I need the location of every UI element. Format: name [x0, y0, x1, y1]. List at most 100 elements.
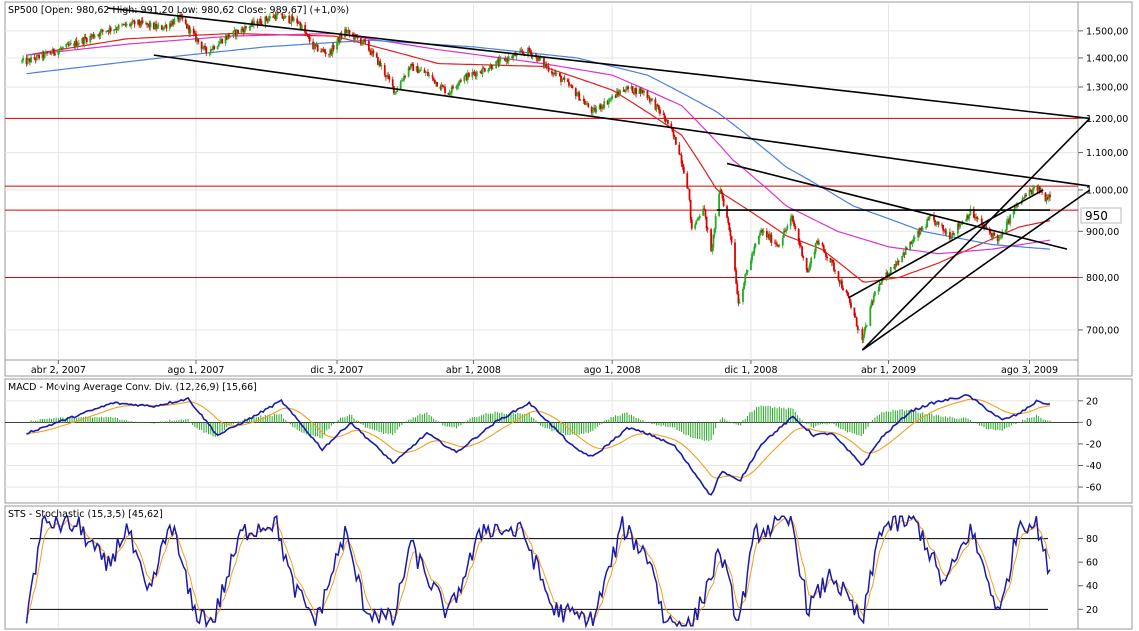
candle-body: [951, 233, 954, 238]
candle-body: [395, 91, 398, 93]
candle-body: [913, 237, 916, 240]
candle-body: [640, 89, 643, 93]
sto-y-axis: 80 60 40 20: [1078, 534, 1098, 616]
candle-body: [441, 85, 444, 87]
candle-body: [679, 154, 682, 156]
candle-body: [38, 55, 40, 59]
candle-body: [140, 20, 143, 26]
candle-body: [651, 98, 653, 100]
candle-body: [424, 72, 427, 74]
candle-body: [856, 326, 859, 330]
candle-body: [465, 74, 468, 81]
candle-body: [258, 19, 261, 24]
candle-body: [1012, 211, 1015, 215]
candle-body: [1005, 221, 1008, 231]
candle-body: [721, 192, 724, 199]
candle-body: [784, 231, 786, 232]
sto-y-tick-label: 40: [1086, 581, 1098, 592]
candle-body: [30, 57, 32, 63]
candle-body: [618, 93, 620, 95]
candle-body: [346, 31, 349, 33]
candle-body: [1000, 236, 1003, 238]
candle-body: [695, 220, 698, 225]
candle-body: [415, 66, 418, 71]
candle-body: [154, 23, 156, 30]
candle-body: [148, 23, 151, 28]
candle-body: [242, 29, 245, 33]
candle-body: [809, 263, 811, 270]
price-y-tick-label: 1.500,00: [1086, 26, 1128, 37]
candle-body: [615, 91, 618, 98]
candle-body: [188, 25, 191, 34]
candle-body: [432, 77, 435, 80]
candle-body: [988, 228, 991, 233]
candle-body: [817, 240, 819, 245]
candle-body: [1030, 190, 1033, 195]
candle-body: [530, 52, 533, 57]
candle-body: [546, 66, 549, 68]
candle-body: [1025, 194, 1028, 196]
candle-body: [593, 107, 595, 109]
candle-body: [514, 53, 517, 57]
candle-body: [41, 52, 44, 59]
candle-body: [464, 74, 467, 77]
candle-body: [670, 123, 673, 129]
candle-body: [698, 215, 701, 219]
trend-line: [107, 7, 1090, 120]
candle-body: [379, 61, 382, 67]
price-y-tick-label: 700,00: [1086, 325, 1119, 336]
price-y-tick-label: 900,00: [1086, 227, 1119, 238]
candle-body: [411, 64, 413, 65]
candle-body: [558, 72, 561, 76]
candle-body: [667, 119, 669, 124]
candle-body: [384, 75, 387, 78]
candle-body: [291, 16, 294, 21]
candle-body: [480, 72, 483, 74]
candle-body: [1020, 201, 1023, 205]
candle-body: [307, 34, 310, 37]
candle-body: [561, 79, 564, 83]
candle-body: [507, 56, 510, 62]
candle-body: [885, 272, 888, 280]
trend-lines: [107, 7, 1091, 351]
candle-body: [481, 67, 484, 74]
candle-body: [316, 44, 319, 52]
candle-body: [953, 233, 956, 235]
macd-panel: [4, 378, 1133, 504]
candle-body: [274, 15, 277, 20]
moving-average-blue: [26, 39, 1051, 250]
price-y-tick-label: 1.300,00: [1086, 83, 1128, 94]
candle-body: [511, 56, 514, 58]
sto-header: STS - Stochastic (15,3,5) [45,62]: [8, 509, 163, 520]
candle-body: [918, 230, 921, 235]
candle-body: [487, 70, 490, 72]
candle-body: [910, 241, 913, 244]
candle-body: [204, 46, 206, 48]
candle-body: [935, 221, 938, 226]
candle-body: [27, 58, 30, 60]
candle-body: [753, 246, 756, 253]
candle-body: [861, 329, 864, 340]
candle-body: [603, 101, 606, 108]
candle-body: [776, 244, 778, 246]
candle-body: [606, 101, 609, 105]
candle-body: [873, 291, 876, 296]
candle-body: [648, 97, 651, 102]
candle-body: [1013, 206, 1016, 212]
candle-body: [746, 270, 749, 273]
candle-body: [391, 79, 394, 86]
macd-lines: [26, 393, 1051, 496]
candle-body: [519, 50, 521, 54]
candle-body: [312, 41, 315, 50]
candle-body: [659, 109, 661, 114]
candle-body: [1033, 186, 1035, 189]
candle-body: [149, 22, 152, 28]
candle-body: [846, 292, 849, 296]
candle-body: [594, 107, 597, 112]
candle-body: [133, 20, 136, 25]
macd-y-tick-label: -20: [1086, 439, 1102, 450]
candle-body: [664, 119, 667, 122]
candle-body: [474, 73, 477, 77]
candle-body: [825, 252, 827, 257]
candle-body: [777, 244, 780, 247]
